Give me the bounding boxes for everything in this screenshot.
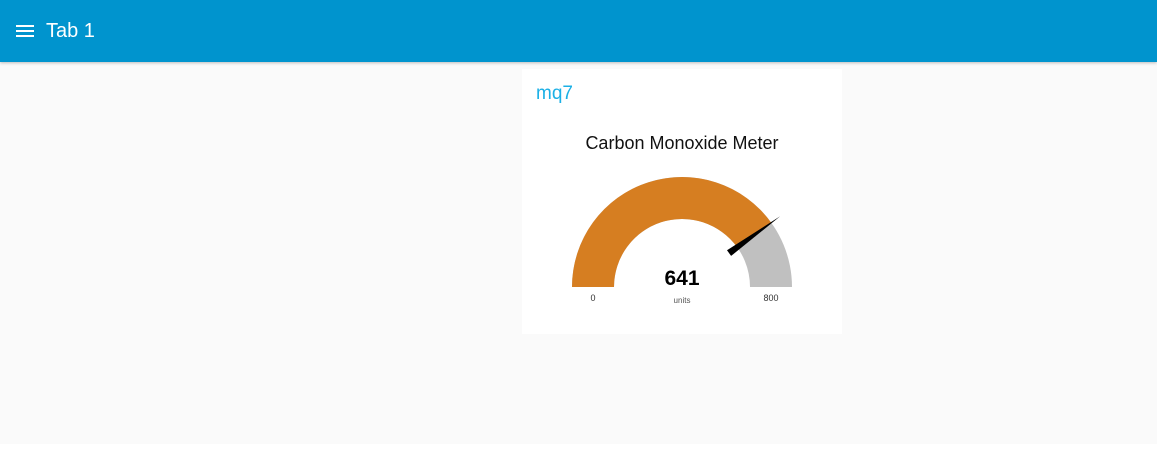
hamburger-menu-icon[interactable] [14,22,36,42]
gauge-fill [572,177,772,287]
gauge-max-label: 800 [763,293,778,303]
top-toolbar: Tab 1 [0,0,1157,62]
group-title: mq7 [536,83,573,104]
gauge-min-label: 0 [590,293,595,303]
gauge-value: 641 [664,267,699,290]
gauge-units: units [674,296,691,305]
gauge-widget: 641 units 0 800 [572,177,792,305]
group-card-mq7: mq7 Carbon Monoxide Meter 641 units 0 80… [522,69,842,334]
gauge-title: Carbon Monoxide Meter [585,133,779,153]
dashboard-app: Tab 1 mq7 Carbon Monoxide Meter 641 unit… [0,0,1157,334]
gauge-needle [727,216,781,256]
toolbar-title: Tab 1 [46,20,95,42]
